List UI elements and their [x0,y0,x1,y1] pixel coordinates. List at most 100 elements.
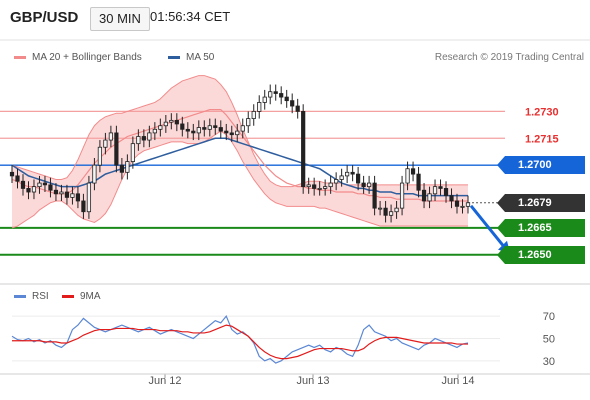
symbol-title: GBP/USD [10,9,79,26]
candle-body [356,173,361,184]
bollinger-lower-line [11,130,468,229]
bollinger-band-fill [12,75,468,228]
candle-body [31,186,37,193]
x-axis-label: Jun 14 [441,375,474,387]
pivot-level-tag-tip [498,156,506,175]
candle-body [81,200,86,213]
candle-body [399,182,405,209]
support-level-tag-tip [498,245,506,264]
candle-body [246,118,251,127]
candle-body [350,171,355,175]
rsi-tick-label: 70 [543,311,555,323]
candle-body [257,102,262,112]
ma9-swatch [62,294,74,298]
candle-body [279,93,284,98]
candle-body [37,182,42,188]
candle-body [410,168,416,175]
candle-body [460,205,465,208]
candle-body [416,173,421,191]
candle-body [388,211,394,216]
candle-body [438,186,443,189]
candle-body [125,161,130,173]
candle-body [86,182,92,213]
candle-body [284,96,289,102]
support-level-tag: 1.2665 [497,218,585,237]
candle-body [339,175,344,180]
candle-body [9,171,15,177]
candle-body [268,91,273,98]
ma9-line [12,324,468,360]
candle-body [26,188,31,193]
candle-body [180,123,185,130]
candle-body [394,207,399,213]
candle-body [273,91,278,94]
candle-body [251,111,256,119]
legend-rsi-label: RSI [32,291,49,302]
candle-body [114,132,119,166]
candle-body [15,175,20,182]
candle-body [130,143,135,162]
candle-body [119,164,124,173]
resistance-label: 1.2715 [525,133,559,145]
candle-body [454,200,460,207]
candle-body [169,119,174,123]
candle-body [377,207,383,210]
research-credit: Research © 2019 Trading Central [434,52,584,63]
legend-bollinger: MA 20 + Bollinger Bands [14,52,142,63]
candle-body [383,207,388,216]
candle-body [136,136,141,145]
candle-body [345,171,350,177]
legend-rsi: RSI [14,291,49,302]
candle-body [432,186,438,195]
candle-body [191,130,196,134]
support-level-tag: 1.2650 [497,245,585,264]
candle-body [59,191,64,195]
candle-body [108,132,113,141]
current-level-tag: 1.2679 [497,193,585,212]
candle-body [75,193,81,202]
candle-body [405,168,410,184]
candle-body [295,105,300,112]
ma20-line [11,109,468,202]
candle-body [152,128,157,134]
candle-body [224,130,229,134]
candle-body [229,132,234,136]
candle-body [64,191,70,198]
candle-body [103,139,108,148]
clock-time: 01:56:34 CET [150,9,231,24]
candle-body [323,186,328,189]
rsi-line [11,315,469,364]
candle-body [240,125,245,132]
candle-body [361,182,366,188]
candle-body [328,182,333,188]
candle-body [20,180,26,189]
candle-body [213,125,218,128]
bollinger-upper-line [11,75,468,188]
candle-body [443,188,449,197]
bollinger-swatch [14,55,26,59]
support-level-tag-tip [498,218,506,237]
candle-body [449,195,454,202]
candle-body [235,130,240,136]
candle-body [334,179,339,184]
legend-bollinger-label: MA 20 + Bollinger Bands [32,52,142,63]
candle-body [42,182,48,186]
candle-body [312,184,317,189]
candle-body [306,184,311,188]
candle-body [421,189,427,202]
candle-body [207,125,212,130]
legend-ma50: MA 50 [168,52,214,63]
candle-body [48,184,53,191]
candle-body [367,182,372,188]
candle-body [92,164,97,184]
candle-body [372,182,377,209]
resistance-label: 1.2730 [525,106,559,118]
candle-body [70,193,75,198]
current-level-tag-tip [498,193,506,212]
timeframe-selector[interactable]: 30 MIN [90,7,150,31]
candle-body [290,100,295,107]
projection-arrow-shaft [469,204,506,248]
legend-ma50-label: MA 50 [186,52,215,63]
candle-body [202,127,207,130]
